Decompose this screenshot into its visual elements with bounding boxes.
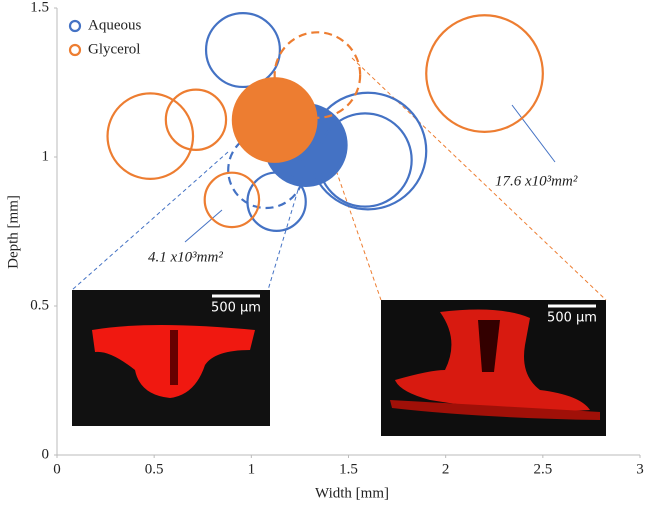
bubble (231, 77, 318, 163)
y-tick-label: 1.5 (30, 0, 49, 15)
bubble (425, 14, 544, 133)
y-tick-label: 0 (42, 446, 50, 462)
x-tick-label: 2.5 (533, 461, 552, 477)
bubble (308, 91, 428, 211)
x-tick-label: 2 (442, 461, 450, 477)
x-tick-label: 1.5 (339, 461, 358, 477)
bubble (203, 171, 261, 229)
bubble (204, 11, 282, 89)
legend-marker (68, 43, 82, 57)
bubble (317, 112, 413, 208)
inset-image (72, 290, 270, 426)
leader-line (511, 104, 556, 163)
x-axis-label: Width [mm] (315, 485, 389, 501)
x-tick-label: 0.5 (145, 461, 164, 477)
y-tick-label: 0.5 (30, 297, 49, 313)
x-tick-label: 3 (636, 461, 644, 477)
legend-label: Glycerol (88, 41, 140, 57)
bubble (246, 171, 307, 232)
y-tick-label: 1 (42, 148, 50, 164)
annotation: 4.1 x10³mm² (148, 249, 223, 265)
annotation: 17.6 x10³mm² (495, 173, 578, 189)
bubble (164, 88, 228, 151)
scale-bar-label: 500 µm (211, 301, 261, 316)
x-tick-label: 0 (53, 461, 61, 477)
leader-line (184, 209, 223, 243)
inset-image (381, 300, 606, 436)
bubble (106, 92, 195, 180)
x-tick-label: 1 (248, 461, 256, 477)
bubble (227, 131, 306, 210)
legend-label: Aqueous (88, 17, 141, 33)
scale-bar-label: 500 µm (547, 311, 597, 326)
y-axis-label: Depth [mm] (5, 195, 21, 269)
legend-marker (68, 19, 82, 33)
